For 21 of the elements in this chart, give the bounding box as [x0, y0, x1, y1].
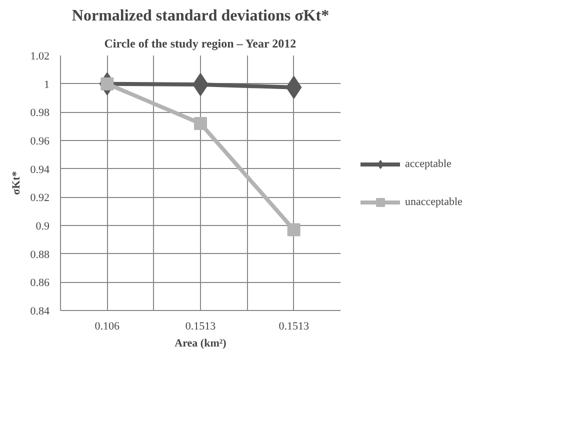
y-tick-label: 0.84	[30, 306, 50, 318]
y-tick-label: 0.86	[30, 277, 50, 290]
legend-label: acceptable	[405, 158, 452, 170]
chart-subtitle: Circle of the study region – Year 2012	[104, 36, 296, 50]
y-tick-label: 0.9	[36, 220, 50, 232]
y-tick-label: 0.96	[30, 136, 50, 148]
y-tick-label: 1.02	[30, 50, 50, 62]
y-axis-title: σKt*	[10, 170, 22, 195]
point	[194, 117, 207, 130]
chart-title: Normalized standard deviations σKt*	[72, 8, 330, 24]
legend-label: unacceptable	[405, 196, 462, 208]
y-tick-label: 0.88	[30, 248, 50, 261]
y-tick-label: 0.92	[30, 192, 50, 204]
x-tick-label: 0.1513	[278, 320, 310, 332]
y-tick-label: 0.98	[30, 107, 50, 120]
point	[287, 223, 300, 236]
x-axis-title: Area (km²)	[174, 338, 227, 350]
x-tick-label: 0.1513	[185, 320, 216, 332]
x-tick-label: 0.106	[94, 320, 120, 332]
y-tick-label: 1	[44, 78, 50, 91]
y-tick-label: 0.94	[30, 164, 50, 176]
